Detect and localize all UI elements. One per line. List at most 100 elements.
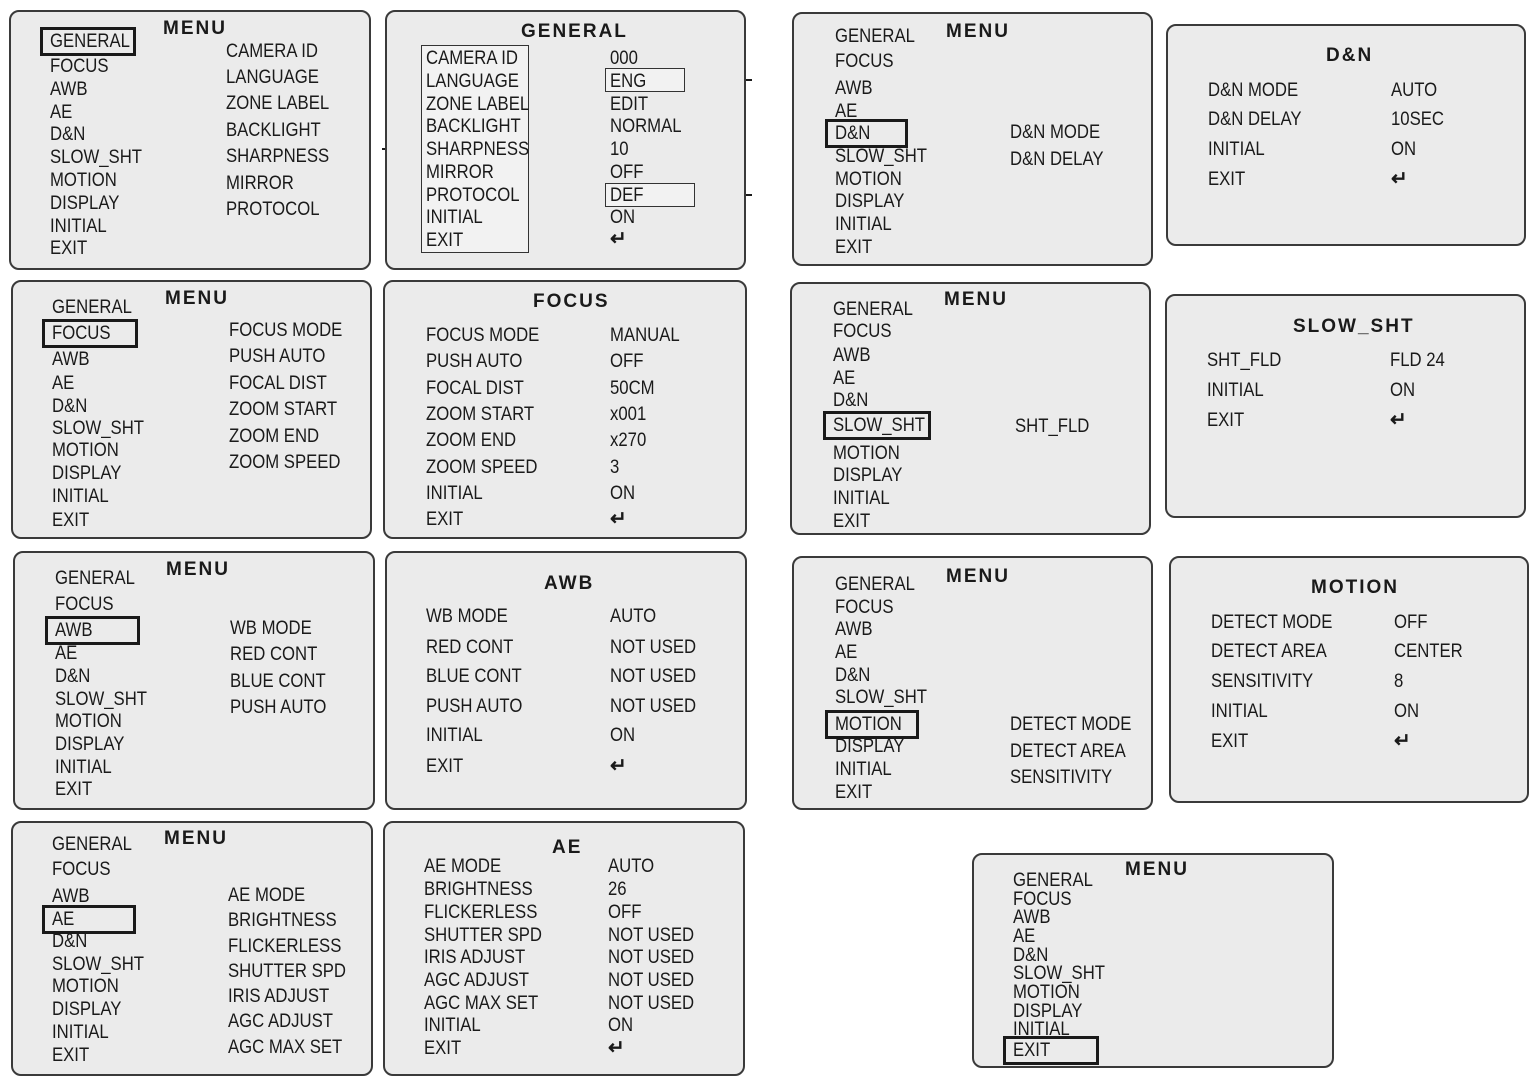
menu-item-display[interactable]: DISPLAY <box>55 734 125 755</box>
menu-item-motion[interactable]: MOTION <box>1013 982 1080 1003</box>
menu-item-initial[interactable]: INITIAL <box>55 757 112 778</box>
setting-value[interactable]: ON <box>1390 380 1416 401</box>
menu-item-awb[interactable]: AWB <box>835 619 873 640</box>
return-icon[interactable]: ↵ <box>610 755 627 777</box>
setting-value[interactable]: 10SEC <box>1391 109 1444 130</box>
setting-value[interactable]: OFF <box>610 162 644 183</box>
menu-item-dn[interactable]: D&N <box>835 123 871 144</box>
setting-value[interactable]: OFF <box>1394 612 1428 633</box>
menu-item-focus[interactable]: FOCUS <box>52 323 111 344</box>
setting-value[interactable]: 000 <box>610 48 638 69</box>
menu-item-ae[interactable]: AE <box>835 642 858 663</box>
menu-item-display[interactable]: DISPLAY <box>835 736 905 757</box>
menu-item-general[interactable]: GENERAL <box>835 574 915 595</box>
menu-item-initial[interactable]: INITIAL <box>52 486 109 507</box>
menu-item-dn[interactable]: D&N <box>52 931 88 952</box>
setting-value[interactable]: 3 <box>610 457 620 478</box>
menu-item-slowsht[interactable]: SLOW_SHT <box>1013 963 1105 984</box>
setting-value[interactable]: NOT USED <box>610 637 697 658</box>
setting-value[interactable]: ON <box>610 483 636 504</box>
setting-value[interactable]: EDIT <box>610 94 649 115</box>
setting-value[interactable]: 8 <box>1394 671 1404 692</box>
setting-value[interactable]: NOT USED <box>608 993 695 1014</box>
menu-item-awb[interactable]: AWB <box>1013 907 1051 928</box>
menu-item-dn[interactable]: D&N <box>1013 945 1049 966</box>
menu-item-motion[interactable]: MOTION <box>52 976 119 997</box>
menu-item-general[interactable]: GENERAL <box>833 299 913 320</box>
menu-item-ae[interactable]: AE <box>1013 926 1036 947</box>
menu-item-awb[interactable]: AWB <box>55 620 93 641</box>
menu-item-focus[interactable]: FOCUS <box>1013 889 1072 910</box>
setting-value[interactable]: CENTER <box>1394 641 1463 662</box>
menu-item-awb[interactable]: AWB <box>833 345 871 366</box>
menu-item-dn[interactable]: D&N <box>55 666 91 687</box>
menu-item-focus[interactable]: FOCUS <box>52 859 111 880</box>
setting-value[interactable]: AUTO <box>610 606 657 627</box>
setting-value[interactable]: x001 <box>610 404 647 425</box>
setting-value[interactable]: AUTO <box>608 856 655 877</box>
setting-value[interactable]: 10 <box>610 139 629 160</box>
setting-value[interactable]: AUTO <box>1391 80 1438 101</box>
menu-item-initial[interactable]: INITIAL <box>833 488 890 509</box>
setting-value[interactable]: NOT USED <box>610 696 697 717</box>
menu-item-focus[interactable]: FOCUS <box>50 56 109 77</box>
menu-item-initial[interactable]: INITIAL <box>1013 1019 1070 1040</box>
menu-item-awb[interactable]: AWB <box>50 79 88 100</box>
menu-item-exit[interactable]: EXIT <box>52 1045 90 1066</box>
return-icon[interactable]: ↵ <box>1391 168 1408 190</box>
setting-value[interactable]: NORMAL <box>610 116 682 137</box>
menu-item-exit[interactable]: EXIT <box>835 237 873 258</box>
menu-item-ae[interactable]: AE <box>52 909 75 930</box>
setting-value[interactable]: NOT USED <box>610 666 697 687</box>
menu-item-display[interactable]: DISPLAY <box>833 465 903 486</box>
menu-item-exit[interactable]: EXIT <box>52 510 90 531</box>
setting-value[interactable]: 26 <box>608 879 627 900</box>
setting-value[interactable]: OFF <box>608 902 642 923</box>
menu-item-slowsht[interactable]: SLOW_SHT <box>50 147 142 168</box>
setting-value[interactable]: ON <box>608 1015 634 1036</box>
menu-item-general[interactable]: GENERAL <box>52 834 132 855</box>
menu-item-focus[interactable]: FOCUS <box>835 597 894 618</box>
menu-item-dn[interactable]: D&N <box>52 396 88 417</box>
menu-item-motion[interactable]: MOTION <box>835 714 902 735</box>
menu-item-dn[interactable]: D&N <box>833 390 869 411</box>
menu-item-motion[interactable]: MOTION <box>50 170 117 191</box>
setting-value[interactable]: NOT USED <box>608 970 695 991</box>
setting-value[interactable]: ON <box>610 207 636 228</box>
menu-item-ae[interactable]: AE <box>50 102 73 123</box>
menu-item-display[interactable]: DISPLAY <box>52 999 122 1020</box>
setting-value[interactable]: ENG <box>610 71 647 92</box>
setting-value[interactable]: ON <box>1391 139 1417 160</box>
menu-item-awb[interactable]: AWB <box>835 78 873 99</box>
menu-item-ae[interactable]: AE <box>52 373 75 394</box>
menu-item-focus[interactable]: FOCUS <box>833 321 892 342</box>
menu-item-slowsht[interactable]: SLOW_SHT <box>833 415 925 436</box>
menu-item-exit[interactable]: EXIT <box>833 511 871 532</box>
menu-item-ae[interactable]: AE <box>55 643 78 664</box>
menu-item-motion[interactable]: MOTION <box>52 440 119 461</box>
setting-value[interactable]: OFF <box>610 351 644 372</box>
menu-item-dn[interactable]: D&N <box>835 665 871 686</box>
menu-item-focus[interactable]: FOCUS <box>55 594 114 615</box>
setting-value[interactable]: MANUAL <box>610 325 680 346</box>
setting-value[interactable]: ON <box>610 725 636 746</box>
menu-item-general[interactable]: GENERAL <box>1013 870 1093 891</box>
menu-item-initial[interactable]: INITIAL <box>835 214 892 235</box>
menu-item-display[interactable]: DISPLAY <box>52 463 122 484</box>
return-icon[interactable]: ↵ <box>1390 409 1407 431</box>
menu-item-motion[interactable]: MOTION <box>835 169 902 190</box>
menu-item-display[interactable]: DISPLAY <box>50 193 120 214</box>
menu-item-slowsht[interactable]: SLOW_SHT <box>55 689 147 710</box>
menu-item-general[interactable]: GENERAL <box>50 31 130 52</box>
return-icon[interactable]: ↵ <box>1394 730 1411 752</box>
setting-value[interactable]: NOT USED <box>608 947 695 968</box>
menu-item-slowsht[interactable]: SLOW_SHT <box>835 687 927 708</box>
menu-item-dn[interactable]: D&N <box>50 124 86 145</box>
setting-value[interactable]: ON <box>1394 701 1420 722</box>
menu-item-initial[interactable]: INITIAL <box>835 759 892 780</box>
menu-item-general[interactable]: GENERAL <box>55 568 135 589</box>
menu-item-initial[interactable]: INITIAL <box>52 1022 109 1043</box>
setting-value[interactable]: NOT USED <box>608 925 695 946</box>
menu-item-general[interactable]: GENERAL <box>835 26 915 47</box>
menu-item-slowsht[interactable]: SLOW_SHT <box>835 146 927 167</box>
